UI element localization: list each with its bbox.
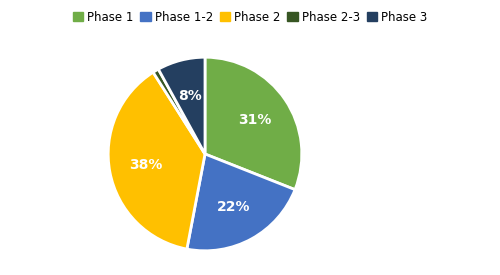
Legend: Phase 1, Phase 1-2, Phase 2, Phase 2-3, Phase 3: Phase 1, Phase 1-2, Phase 2, Phase 2-3, …: [68, 6, 432, 28]
Wedge shape: [205, 57, 302, 190]
Text: 8%: 8%: [178, 89, 202, 103]
Wedge shape: [108, 72, 205, 249]
Wedge shape: [158, 57, 205, 154]
Wedge shape: [153, 69, 205, 154]
Text: 22%: 22%: [217, 200, 250, 214]
Text: 38%: 38%: [130, 158, 162, 172]
Wedge shape: [187, 154, 295, 251]
Text: 31%: 31%: [238, 113, 272, 127]
